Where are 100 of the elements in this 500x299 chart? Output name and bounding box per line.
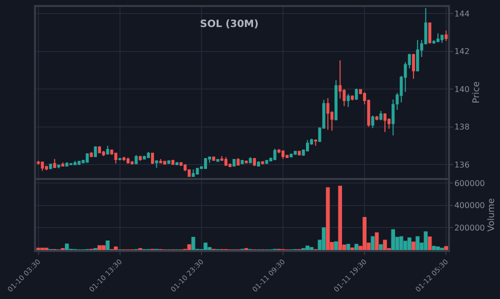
candlestick [412, 53, 415, 80]
candlestick [204, 158, 208, 170]
y-axis-title: Price [472, 80, 482, 104]
candlestick [383, 112, 386, 132]
bar [412, 242, 416, 250]
candlestick [216, 158, 220, 162]
bar [428, 236, 432, 250]
bar [106, 240, 110, 250]
candlestick [436, 32, 440, 43]
candlestick [294, 150, 297, 156]
candlestick [138, 155, 142, 162]
candlestick [196, 167, 199, 176]
candlestick [290, 153, 293, 158]
y-tick-label: 400000 [454, 201, 485, 210]
candlestick [90, 151, 93, 158]
candlestick [69, 162, 72, 166]
candlestick [57, 164, 60, 169]
candlestick [314, 139, 318, 146]
candlestick [159, 158, 162, 164]
candlestick [171, 159, 174, 166]
candlestick [142, 155, 146, 160]
bar [334, 241, 338, 250]
candlestick [334, 80, 338, 121]
candlestick [354, 88, 358, 100]
candlestick [257, 160, 260, 167]
candlestick [252, 158, 256, 167]
candlestick [94, 146, 97, 158]
candlestick [371, 115, 374, 129]
y-tick-label: 138 [454, 122, 470, 132]
bar [436, 246, 440, 250]
candlestick [416, 40, 420, 72]
candlestick [167, 160, 170, 165]
candlestick [350, 94, 354, 101]
bar [191, 236, 196, 250]
candlestick [78, 160, 81, 166]
bar [354, 244, 358, 250]
candlestick [265, 159, 268, 165]
candlestick [224, 156, 228, 166]
candlestick [118, 158, 122, 161]
y-tick-label: 142 [454, 47, 470, 56]
y-tick-label: 200000 [454, 224, 485, 233]
bar [98, 245, 102, 250]
bar [374, 232, 379, 250]
bar [370, 236, 375, 250]
candlestick [192, 168, 195, 178]
bar [362, 217, 366, 250]
candlestick [106, 145, 110, 156]
candlestick [379, 110, 382, 121]
candlestick [49, 163, 52, 170]
bar [64, 244, 69, 250]
bar [407, 238, 412, 250]
bar [432, 246, 436, 250]
y-tick-label: 140 [454, 84, 470, 94]
candlestick [122, 156, 126, 162]
candlestick [151, 152, 154, 165]
candlestick [286, 154, 289, 159]
bar [187, 244, 192, 250]
bar [102, 245, 106, 250]
candlestick [428, 22, 432, 44]
candlestick [155, 160, 158, 168]
candlestick [175, 162, 178, 166]
bar [391, 229, 396, 250]
bar [424, 231, 428, 250]
candlestick [98, 146, 101, 154]
candlestick [86, 152, 89, 164]
candlestick [232, 158, 236, 167]
bar [114, 246, 118, 250]
candlestick [444, 30, 448, 42]
bar [383, 240, 387, 250]
candlestick [163, 160, 166, 166]
candlestick [65, 162, 68, 167]
candlestick [212, 156, 216, 162]
candlestick [326, 98, 330, 130]
candlestick [130, 160, 134, 166]
bar [416, 236, 420, 250]
candlestick [236, 158, 240, 166]
candlestick [248, 156, 252, 164]
bar [338, 186, 342, 250]
candlestick [306, 140, 309, 152]
candlestick [298, 150, 301, 156]
candlestick [134, 154, 138, 165]
candlestick [114, 152, 118, 164]
candlestick [102, 150, 106, 157]
bar [378, 244, 383, 250]
y-tick-label: 144 [454, 9, 470, 18]
text: SOL (30M) [200, 19, 259, 30]
y-axis-title: Volume [487, 198, 498, 232]
candlestick [388, 118, 391, 130]
candlestick [53, 158, 56, 169]
candlestick [240, 159, 244, 165]
bar [326, 187, 330, 250]
y-tick-label: 600000 [454, 178, 485, 188]
candlestick [346, 93, 350, 108]
bar [306, 246, 310, 250]
candlestick [74, 160, 77, 166]
bar [310, 247, 314, 250]
bar [399, 236, 404, 250]
candlestick [282, 150, 284, 160]
candlestick [273, 148, 276, 161]
candlestick [375, 115, 378, 121]
